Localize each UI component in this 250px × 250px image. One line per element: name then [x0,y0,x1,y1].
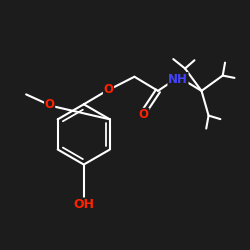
Text: NH: NH [168,72,188,86]
Text: O: O [45,98,55,112]
Text: O: O [139,108,149,122]
Text: O: O [104,83,114,96]
Text: OH: OH [73,198,94,211]
